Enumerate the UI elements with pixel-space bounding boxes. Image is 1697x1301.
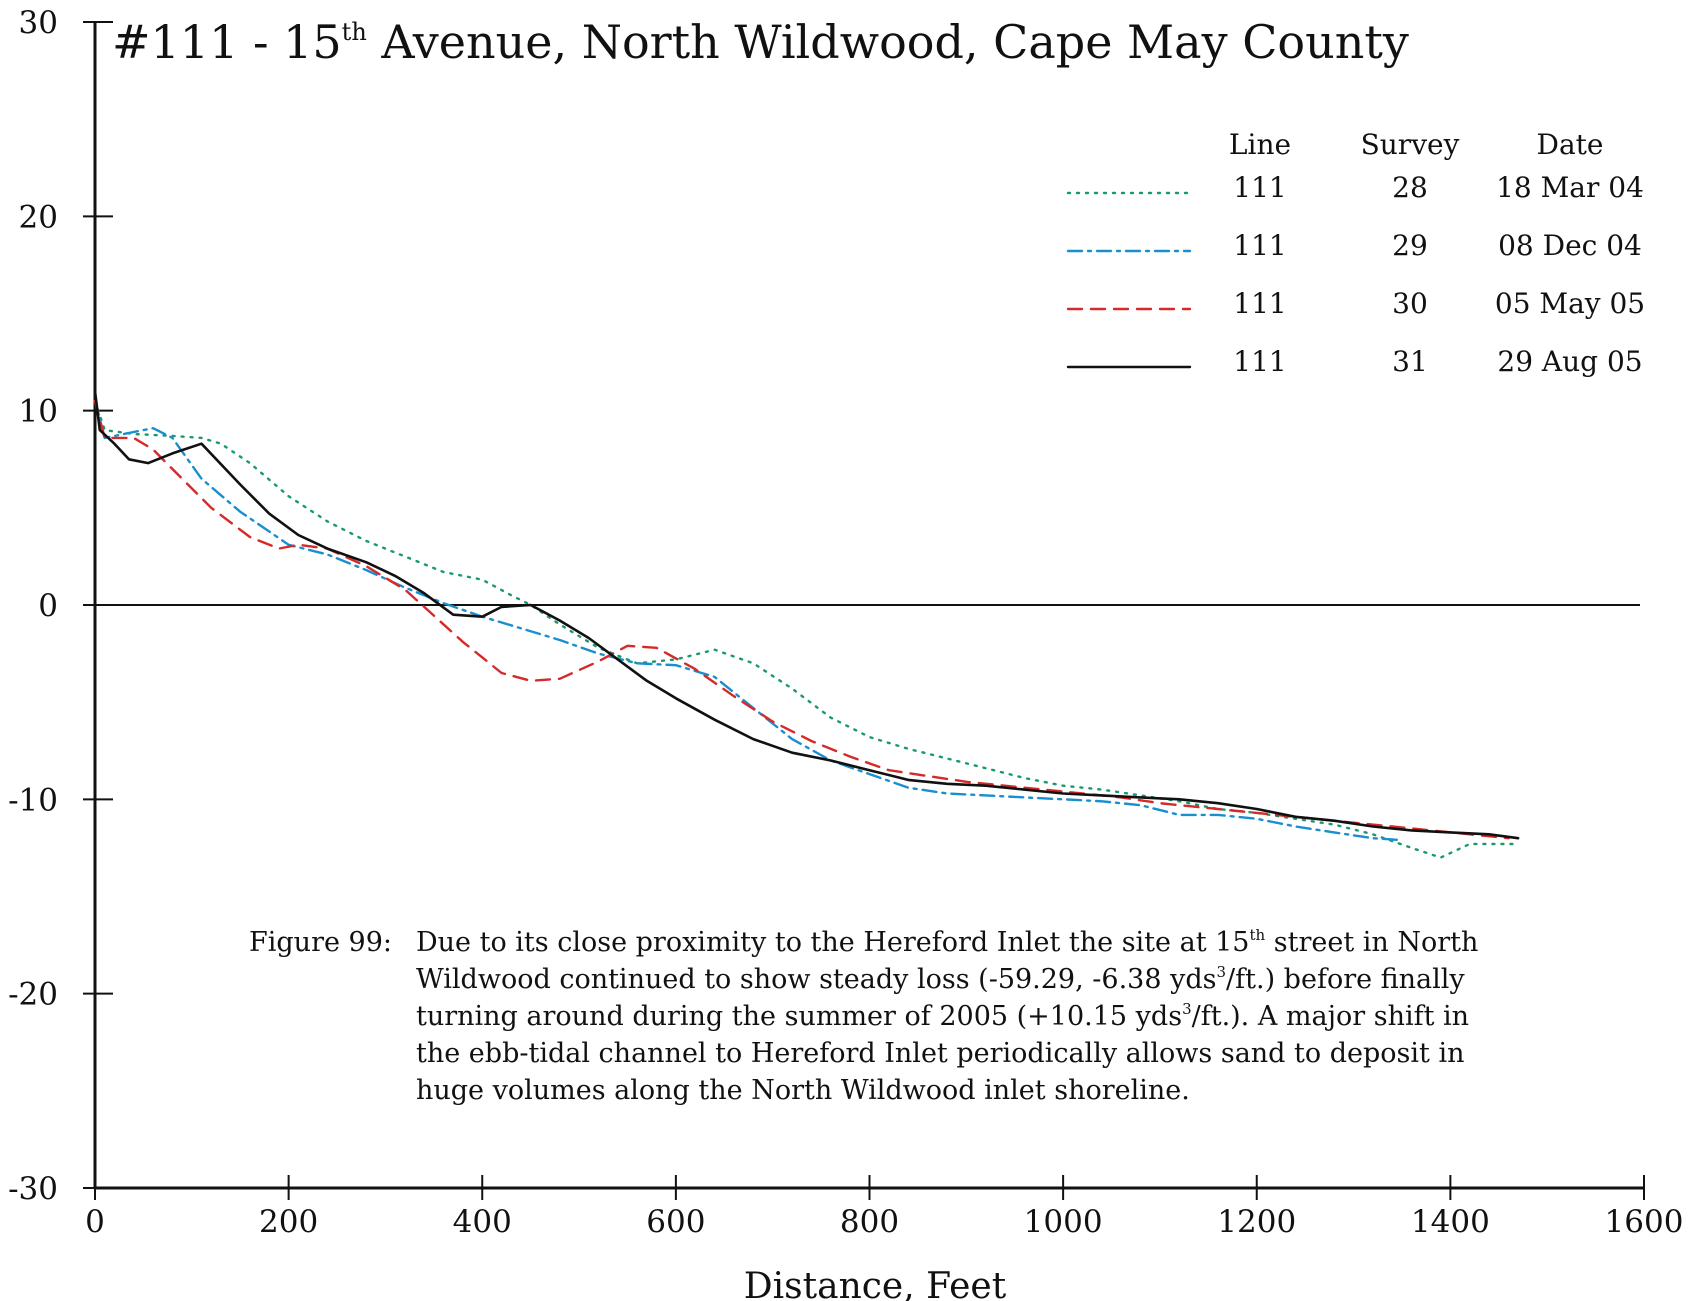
caption-text-run: turning around during the summer of 2005…: [416, 1001, 1182, 1032]
legend-date: 05 May 05: [1495, 287, 1645, 320]
caption-text-run: the ebb-tidal channel to Hereford Inlet …: [416, 1038, 1464, 1069]
series-line-31: [93, 389, 1520, 840]
y-tick-label: -30: [8, 1171, 58, 1207]
x-tick-label: 600: [646, 1204, 705, 1240]
legend-survey: 28: [1392, 171, 1428, 204]
caption-label: Figure 99:: [249, 927, 392, 958]
y-tick-label: 20: [19, 199, 58, 235]
legend-date: 29 Aug 05: [1497, 345, 1642, 378]
y-tick-label: 10: [19, 394, 58, 430]
caption-text-run: /ft.). A major shift in: [1192, 1001, 1469, 1032]
caption-line: Due to its close proximity to the Herefo…: [416, 926, 1478, 958]
legend-date: 18 Mar 04: [1496, 171, 1644, 204]
legend: Line Survey Date 111 28 18 Mar 04 111 29 08 Dec …: [1066, 128, 1645, 378]
series-line-29: [93, 399, 1404, 842]
x-tick-label: 1400: [1411, 1204, 1490, 1240]
y-tick-label: 0: [38, 588, 58, 624]
x-tick-label: 200: [259, 1204, 318, 1240]
legend-line: 111: [1233, 345, 1286, 378]
caption-text-run: /ft.) before finally: [1226, 964, 1465, 995]
x-tick-label: 1600: [1605, 1204, 1684, 1240]
legend-line: 111: [1233, 287, 1286, 320]
x-tick-label: 400: [453, 1204, 512, 1240]
caption-line: huge volumes along the North Wildwood in…: [416, 1075, 1190, 1106]
y-tick-label: -20: [8, 977, 58, 1013]
figure-caption: Figure 99: Due to its close proximity to …: [249, 926, 1478, 1106]
series-line-28: [93, 399, 1520, 859]
legend-line: 111: [1233, 171, 1286, 204]
x-tick-label: 800: [840, 1204, 899, 1240]
caption-superscript: 3: [1217, 963, 1227, 981]
caption-line: turning around during the summer of 2005…: [416, 1000, 1469, 1032]
title-superscript: th: [342, 18, 367, 46]
x-tick-label: 1000: [1024, 1204, 1103, 1240]
y-tick-label: -10: [8, 782, 58, 818]
legend-date: 08 Dec 04: [1498, 229, 1642, 262]
x-axis-label: Distance, Feet: [744, 1266, 1007, 1301]
x-tick-label: 0: [85, 1204, 105, 1240]
legend-survey: 29: [1392, 229, 1428, 262]
legend-survey: 30: [1392, 287, 1428, 320]
caption-superscript: 3: [1182, 1000, 1192, 1018]
series-line-30: [93, 399, 1510, 840]
caption-text-run: street in North: [1265, 927, 1478, 958]
caption-superscript: th: [1249, 926, 1265, 944]
x-tick-label: 1200: [1217, 1204, 1296, 1240]
legend-header-date: Date: [1537, 128, 1604, 161]
caption-text-run: Due to its close proximity to the Herefo…: [416, 927, 1249, 958]
legend-header-survey: Survey: [1361, 128, 1460, 161]
legend-survey: 31: [1392, 345, 1428, 378]
chart-title: #111 - 15th Avenue, North Wildwood, Cape…: [112, 15, 1409, 69]
y-tick-label: 30: [19, 5, 58, 41]
caption-text-run: Wildwood continued to show steady loss (…: [416, 964, 1217, 995]
caption-line: the ebb-tidal channel to Hereford Inlet …: [416, 1038, 1464, 1069]
caption-text-run: huge volumes along the North Wildwood in…: [416, 1075, 1190, 1106]
legend-line: 111: [1233, 229, 1286, 262]
series-layer: [93, 389, 1520, 859]
title-main: #111 - 15: [112, 15, 342, 69]
legend-header-line: Line: [1229, 128, 1291, 161]
axes: 30 20 10 0 -10 -20 -30 0 200 400 600 800 1000 1200 140…: [8, 5, 1683, 1240]
caption-line: Wildwood continued to show steady loss (…: [416, 963, 1465, 995]
title-rest: Avenue, North Wildwood, Cape May County: [367, 15, 1409, 69]
